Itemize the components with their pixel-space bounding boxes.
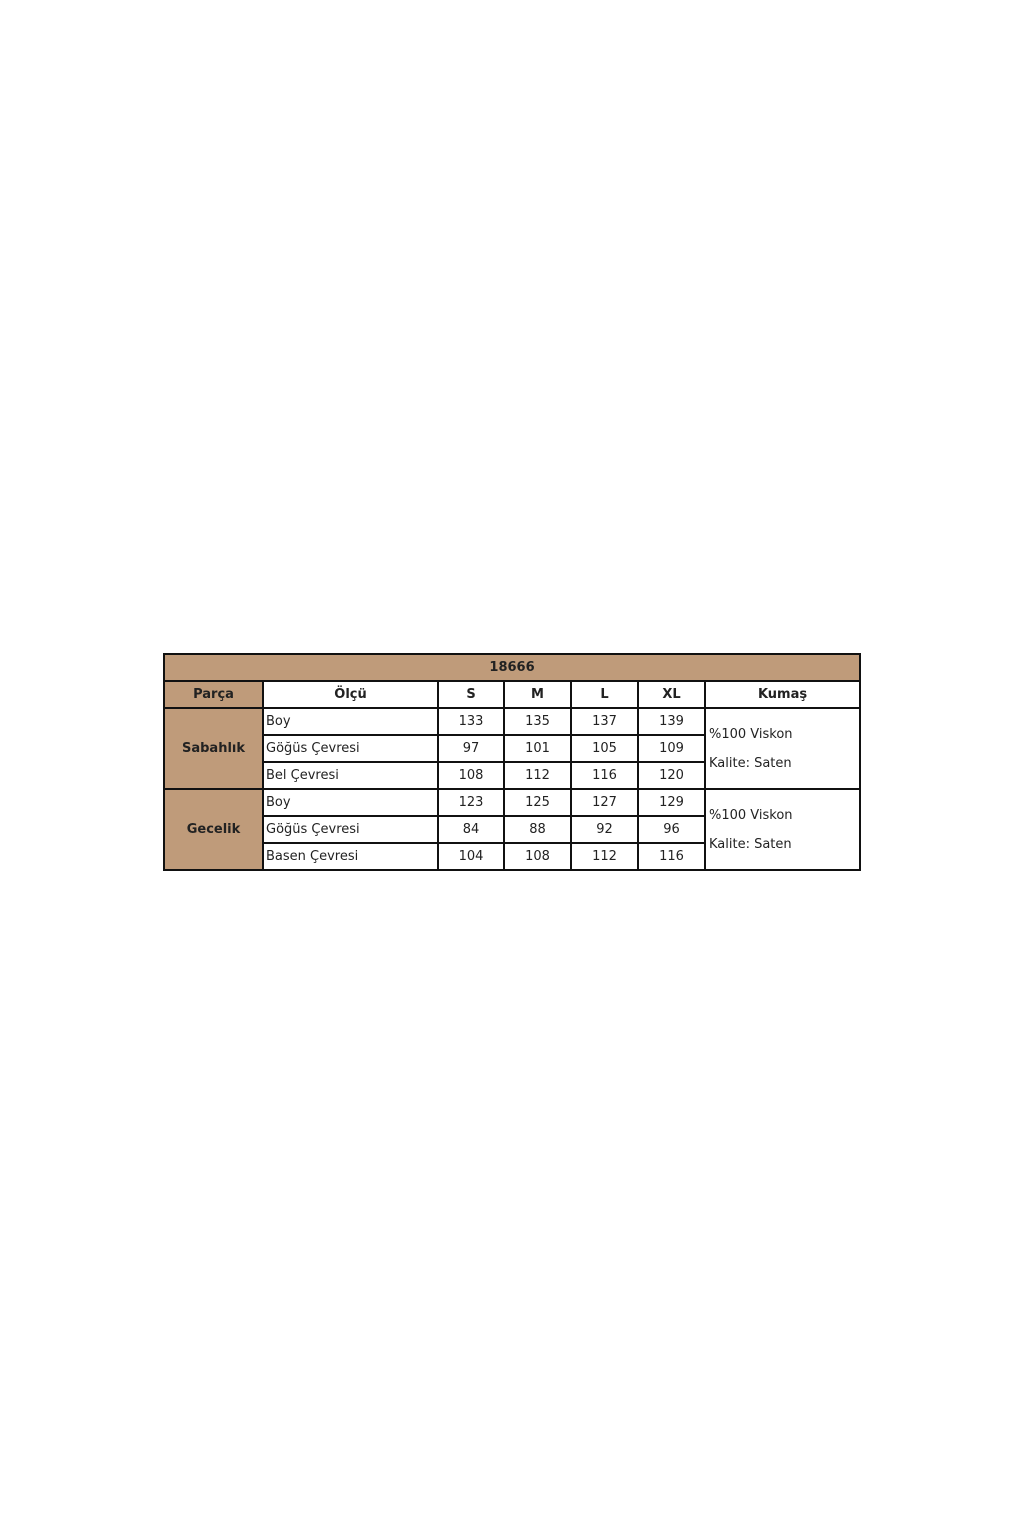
size-value: 92: [570, 815, 639, 844]
size-value: 116: [637, 842, 706, 871]
column-header-measure: Ölçü: [262, 680, 439, 709]
table-row: Bel Çevresi 108 112 116 120: [164, 761, 860, 790]
size-value: 84: [437, 815, 505, 844]
part-name: Sabahlık: [163, 707, 264, 790]
column-header-size-xl: XL: [637, 680, 706, 709]
size-value: 125: [503, 788, 572, 817]
fabric-cell: %100 Viskon Kalite: Saten: [703, 788, 862, 871]
size-value: 96: [637, 815, 706, 844]
fabric-quality: Kalite: Saten: [709, 836, 792, 852]
measure-name: Göğüs Çevresi: [262, 815, 439, 844]
measure-name: Boy: [262, 707, 439, 736]
title-row: 18666: [162, 653, 862, 682]
size-value: 135: [503, 707, 572, 736]
size-chart-table: 18666 Parça Ölçü S M L XL Kumaş Sabahlık Boy 133 13…: [162, 653, 862, 871]
size-value: 129: [637, 788, 706, 817]
size-value: 109: [637, 734, 706, 763]
column-header-part: Parça: [163, 680, 264, 709]
size-value: 123: [437, 788, 505, 817]
column-header-size-m: M: [503, 680, 572, 709]
table-row: Gecelik Boy 123 125 127 129 %100 Viskon Kalite:…: [163, 788, 862, 871]
size-value: 120: [637, 761, 706, 790]
size-value: 112: [503, 761, 572, 790]
size-value: 101: [503, 734, 572, 763]
table-row: Basen Çevresi 104 108 112 116: [164, 842, 860, 871]
column-header-size-s: S: [437, 680, 505, 709]
size-value: 133: [437, 707, 505, 736]
measure-name: Basen Çevresi: [262, 842, 439, 871]
size-value: 108: [503, 842, 572, 871]
fabric-composition: %100 Viskon: [709, 807, 793, 823]
table-row: Göğüs Çevresi 84 88 92 96: [164, 815, 860, 844]
fabric-quality: Kalite: Saten: [709, 755, 792, 771]
size-value: 105: [570, 734, 639, 763]
size-value: 112: [570, 842, 639, 871]
size-value: 108: [437, 761, 505, 790]
size-value: 97: [437, 734, 505, 763]
fabric-composition: %100 Viskon: [709, 726, 793, 742]
header-row: Parça Ölçü S M L XL Kumaş: [163, 680, 862, 709]
measure-name: Göğüs Çevresi: [262, 734, 439, 763]
size-value: 127: [570, 788, 639, 817]
size-value: 88: [503, 815, 572, 844]
part-name: Gecelik: [163, 788, 264, 871]
size-value: 139: [637, 707, 706, 736]
size-value: 137: [570, 707, 639, 736]
column-header-size-l: L: [570, 680, 639, 709]
table-row: Sabahlık Boy 133 135 137 139 %100 Viskon Kalite…: [163, 707, 862, 790]
measure-name: Bel Çevresi: [262, 761, 439, 790]
fabric-cell: %100 Viskon Kalite: Saten: [703, 707, 862, 790]
table-title: 18666: [162, 653, 862, 682]
size-value: 116: [570, 761, 639, 790]
size-value: 104: [437, 842, 505, 871]
table-row: Göğüs Çevresi 97 101 105 109: [164, 734, 860, 763]
column-header-fabric: Kumaş: [703, 680, 862, 709]
measure-name: Boy: [262, 788, 439, 817]
